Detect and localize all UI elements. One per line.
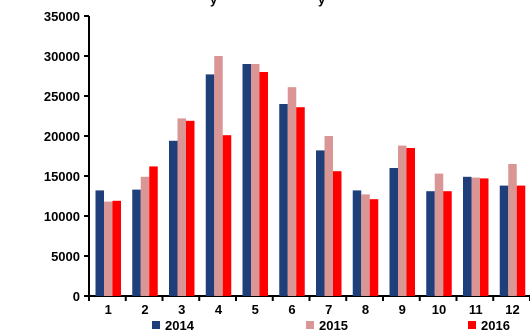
bar-2014-month-7 (316, 150, 325, 296)
bar-2015-month-4 (214, 56, 223, 296)
legend-swatch-2014 (152, 321, 160, 329)
bar-2016-month-1 (112, 200, 121, 296)
bar-2015-month-3 (177, 118, 186, 297)
y-tick-label: 20000 (44, 129, 80, 144)
x-tick-label: 9 (399, 302, 406, 317)
y-tick-label: 30000 (44, 49, 80, 64)
x-tick-label: 6 (288, 302, 295, 317)
bar-2016-month-4 (222, 135, 232, 296)
x-tick-label: 3 (178, 302, 185, 317)
bar-2016-month-8 (369, 199, 379, 296)
bar-2016-month-2 (149, 166, 158, 296)
legend-label-2016: 2016 (481, 318, 510, 330)
y-tick-label: 0 (73, 289, 80, 304)
x-tick-label: 12 (505, 302, 519, 317)
bar-2014-month-2 (132, 189, 141, 296)
bar-2014-month-1 (95, 190, 104, 296)
bar-2014-month-8 (352, 190, 362, 296)
bar-2014-month-9 (389, 168, 398, 296)
bars-group (95, 56, 526, 297)
x-tick-label: 11 (469, 302, 483, 317)
x-tick-label: 1 (105, 302, 112, 317)
bar-2014-month-4 (205, 74, 215, 297)
bar-2016-month-11 (480, 178, 489, 296)
y-tick-label: 5000 (51, 249, 80, 264)
title-fragment-right: y (318, 0, 326, 7)
bar-2016-month-6 (296, 107, 305, 296)
bar-2015-month-5 (251, 64, 260, 296)
y-tick-label: 25000 (44, 89, 80, 104)
bar-2015-month-11 (471, 177, 480, 296)
chart-title-fragment: y y (210, 0, 326, 7)
x-axis-ticks: 1 2 3 4 5 6 7 8 9 10 11 12 (88, 296, 530, 317)
legend-label-2014: 2014 (165, 318, 195, 330)
y-axis-ticks: 0 5000 10000 15000 20000 25000 30000 35000 (44, 9, 89, 304)
x-tick-label: 7 (325, 302, 332, 317)
bar-2016-month-5 (259, 72, 268, 296)
legend-swatch-2016 (468, 321, 476, 329)
legend-label-2015: 2015 (319, 318, 348, 330)
bar-2016-month-7 (333, 171, 342, 296)
bar-2014-month-11 (463, 176, 472, 296)
bar-2016-month-12 (516, 185, 526, 296)
x-tick-label: 8 (362, 302, 369, 317)
bar-2014-month-12 (499, 185, 509, 296)
bar-2015-month-8 (361, 194, 370, 296)
legend: 2014 2015 2016 (152, 318, 510, 330)
x-tick-label: 4 (215, 302, 223, 317)
y-tick-label: 35000 (44, 9, 80, 24)
title-fragment-left: y (210, 0, 218, 7)
y-tick-label: 10000 (44, 209, 80, 224)
x-tick-label: 10 (432, 302, 446, 317)
bar-2015-month-9 (398, 145, 407, 296)
bar-2015-month-6 (287, 87, 297, 296)
bar-2015-month-2 (140, 176, 150, 296)
bar-2015-month-7 (324, 136, 333, 296)
bar-2015-month-12 (508, 164, 517, 296)
bar-2014-month-5 (242, 64, 251, 296)
bar-2015-month-10 (434, 173, 444, 296)
bar-2014-month-3 (169, 140, 178, 296)
x-tick-label: 2 (141, 302, 148, 317)
bar-2015-month-1 (104, 201, 113, 296)
bar-2016-month-9 (406, 148, 415, 296)
legend-swatch-2015 (306, 321, 314, 329)
bar-2016-month-3 (186, 120, 195, 296)
bar-2016-month-10 (443, 191, 452, 296)
bar-2014-month-10 (426, 191, 435, 296)
y-tick-label: 15000 (44, 169, 80, 184)
bar-2014-month-6 (279, 104, 288, 296)
x-tick-label: 5 (252, 302, 259, 317)
